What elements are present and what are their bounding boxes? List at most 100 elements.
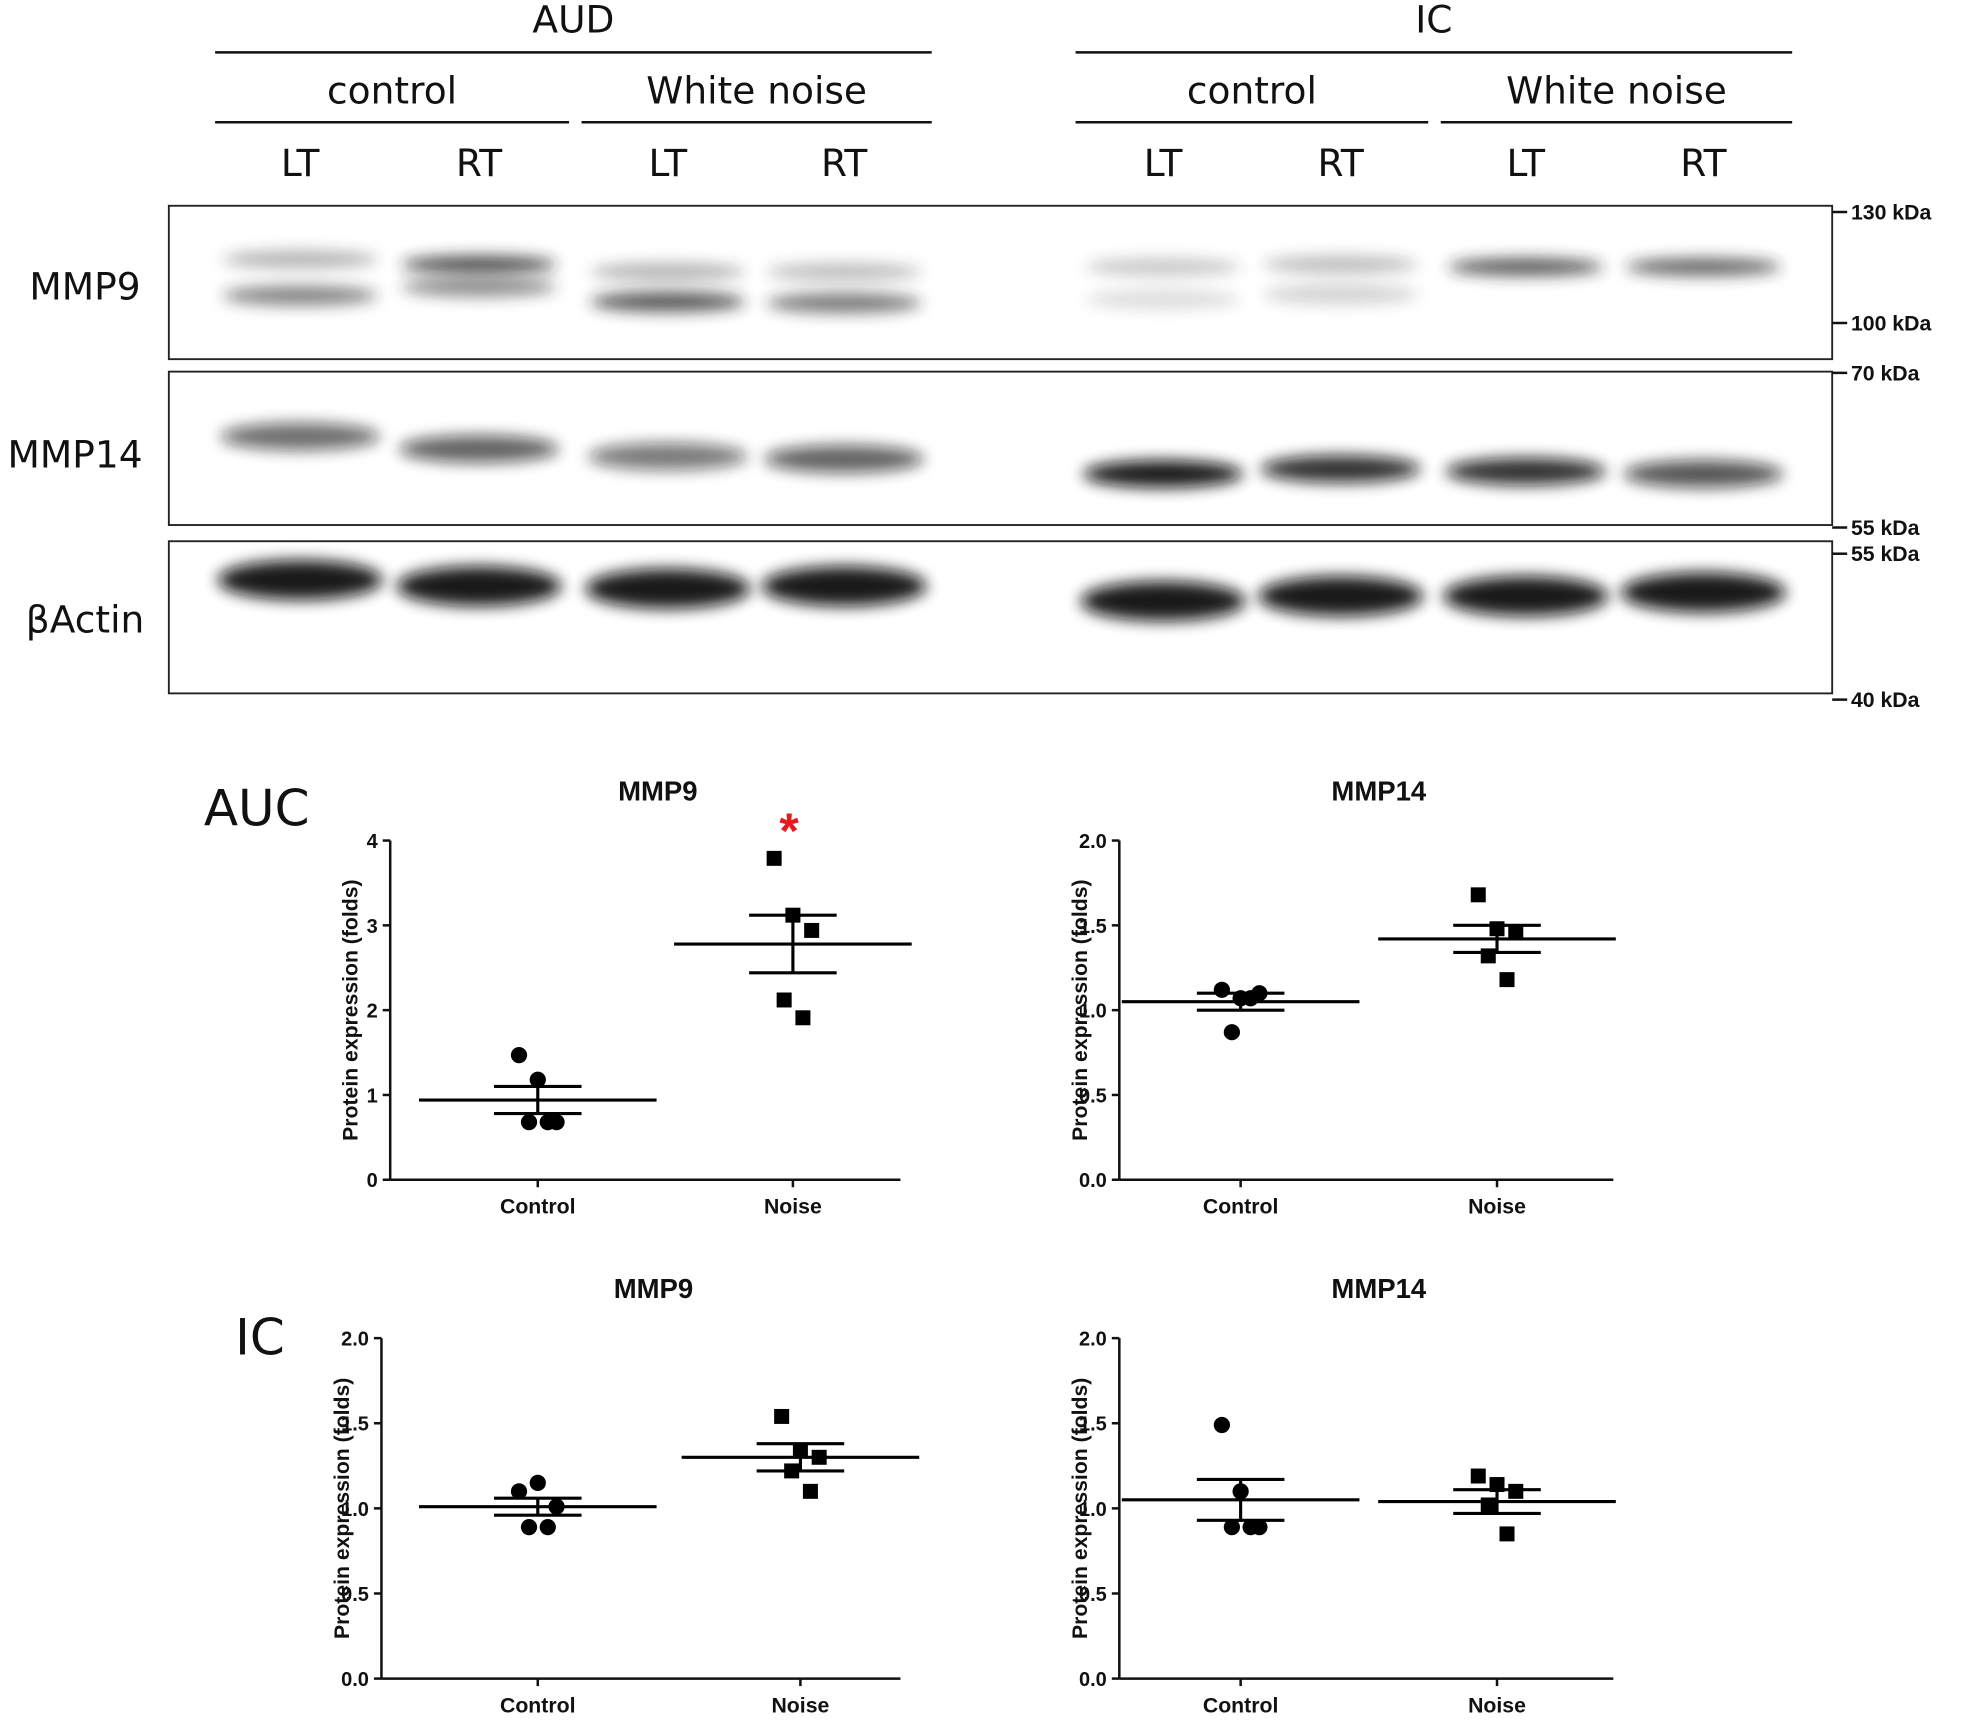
panel-label: AUC	[204, 780, 310, 838]
marker-label: 70 kDa	[1851, 362, 1920, 385]
data-point	[520, 1113, 538, 1131]
lane-label: RT	[821, 141, 867, 185]
data-point	[802, 1483, 818, 1499]
band	[766, 263, 922, 281]
band	[1085, 258, 1241, 276]
data-point	[804, 922, 820, 938]
y-tick-label: 1.5	[1079, 1414, 1107, 1436]
lane-label: RT	[1318, 141, 1364, 185]
lane-label: RT	[1680, 141, 1726, 185]
row-label: MMP14	[8, 433, 143, 477]
y-tick-label: 1.5	[341, 1414, 369, 1436]
row-label: MMP9	[29, 264, 140, 308]
data-point	[520, 1518, 538, 1536]
data-point	[1499, 972, 1515, 988]
x-tick-label: Noise	[764, 1195, 822, 1218]
marker-label: 100 kDa	[1851, 313, 1932, 336]
data-point	[776, 992, 792, 1008]
data-point	[510, 1483, 528, 1500]
data-point	[529, 1071, 546, 1088]
band	[1080, 581, 1246, 622]
subgroup-label: control	[1187, 69, 1317, 113]
gel-panel	[167, 540, 1834, 695]
y-tick-label: 1	[367, 1085, 378, 1107]
marker-label: 55 kDa	[1851, 543, 1920, 566]
data-point	[1480, 1497, 1496, 1513]
band	[398, 435, 560, 463]
band	[1260, 455, 1421, 483]
significance-mark: *	[779, 803, 799, 859]
band	[761, 566, 927, 607]
x-tick-label: Noise	[771, 1694, 829, 1717]
band	[1448, 258, 1604, 276]
data-point	[1470, 887, 1486, 903]
marker-label: 55 kDa	[1851, 517, 1920, 540]
panel-label: IC	[235, 1308, 285, 1366]
y-tick-label: 1.5	[1079, 916, 1107, 938]
y-tick-label: 0	[367, 1170, 378, 1192]
data-point	[1508, 1483, 1524, 1499]
lane-label: LT	[281, 141, 320, 185]
band	[1443, 576, 1609, 617]
chart-title: MMP14	[1331, 776, 1426, 807]
x-tick-label: Control	[500, 1694, 576, 1717]
y-tick-label: 0.5	[1079, 1584, 1107, 1606]
y-tick-label: 1.0	[1079, 1001, 1107, 1023]
subgroup-label: White noise	[646, 69, 867, 113]
band	[396, 566, 562, 607]
band	[590, 263, 746, 281]
data-point	[766, 850, 782, 866]
y-tick-label: 1.0	[1079, 1499, 1107, 1521]
band	[1263, 255, 1419, 274]
data-point	[529, 1474, 546, 1491]
data-point	[1213, 981, 1231, 998]
data-point	[1508, 924, 1524, 940]
band	[590, 291, 746, 312]
data-point	[774, 1408, 790, 1424]
subgroup-label: control	[327, 69, 457, 113]
band	[217, 559, 383, 600]
x-tick-label: Control	[500, 1195, 576, 1218]
data-point	[510, 1046, 528, 1064]
chart-title: MMP14	[1331, 1273, 1426, 1304]
band	[1258, 576, 1424, 617]
y-tick-label: 2	[367, 1001, 378, 1023]
data-point	[1499, 1526, 1515, 1542]
y-axis-label: Protein expression (folds)	[331, 1378, 354, 1639]
data-point	[1470, 1468, 1486, 1484]
band	[587, 442, 748, 471]
y-axis-label: Protein expression (folds)	[1069, 879, 1092, 1140]
band	[585, 568, 751, 609]
chart-title: MMP9	[614, 1273, 693, 1304]
lane-label: RT	[456, 141, 502, 185]
band	[222, 250, 378, 269]
band	[1083, 460, 1244, 488]
band	[1445, 457, 1606, 486]
x-tick-label: Noise	[1468, 1694, 1526, 1717]
y-tick-label: 2.0	[341, 1329, 369, 1351]
data-point	[1480, 948, 1496, 964]
data-point	[1242, 1518, 1259, 1536]
data-point	[795, 1010, 811, 1026]
western-blot	[167, 204, 1834, 695]
band	[766, 293, 922, 314]
x-tick-label: Control	[1203, 1195, 1279, 1218]
lane-label: LT	[1144, 141, 1183, 185]
x-tick-label: Noise	[1468, 1195, 1526, 1218]
y-axis-label: Protein expression (folds)	[340, 879, 363, 1140]
data-point	[539, 1518, 556, 1536]
band	[222, 285, 378, 306]
marker-label: 40 kDa	[1851, 689, 1920, 712]
band	[1263, 284, 1419, 305]
lane-label: LT	[649, 141, 688, 185]
y-tick-label: 0.5	[1079, 1085, 1107, 1107]
y-axis-label: Protein expression (folds)	[1069, 1378, 1092, 1639]
band	[1085, 289, 1241, 310]
y-tick-label: 2.0	[1079, 831, 1107, 853]
y-tick-label: 0.0	[341, 1669, 369, 1691]
band	[1625, 258, 1781, 276]
y-tick-label: 3	[367, 916, 378, 938]
data-point	[539, 1113, 556, 1131]
data-point	[1213, 1416, 1231, 1434]
